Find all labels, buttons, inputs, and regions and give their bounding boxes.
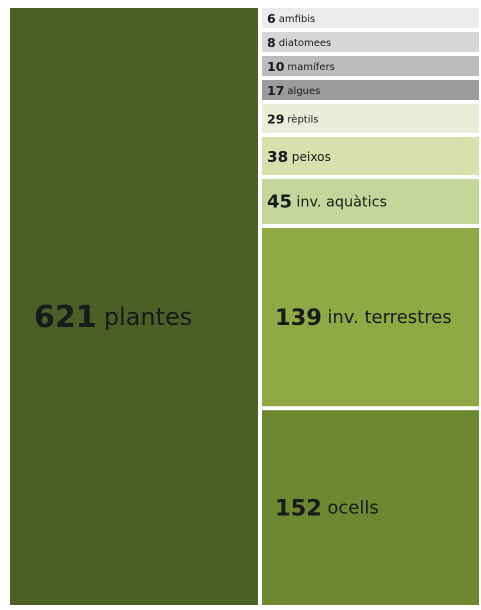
tile-name: amfibis [279, 14, 316, 25]
tile-value: 139 [275, 305, 322, 331]
tile-name: plantes [104, 303, 193, 331]
tile-name: ocells [327, 498, 378, 519]
tile-label: 38 peixos [267, 148, 331, 166]
tile-name: mamífers [287, 61, 334, 73]
tile-label: 6 amfibis [267, 11, 315, 26]
tile-name: diatomees [279, 38, 332, 49]
tile-label: 45 inv. aquàtics [267, 192, 387, 213]
tile [262, 8, 479, 28]
tile [262, 32, 479, 52]
tile-value: 45 [267, 192, 292, 213]
tile-label: 621 plantes [34, 300, 192, 335]
tile [262, 137, 479, 175]
tile [262, 56, 479, 76]
tile-label: 139 inv. terrestres [275, 305, 452, 331]
tile-value: 6 [267, 11, 276, 26]
tile [262, 228, 479, 407]
tile-value: 8 [267, 35, 276, 50]
tile-name: inv. terrestres [327, 307, 451, 328]
tile-value: 152 [275, 495, 322, 521]
tile-label: 17 algues [267, 83, 320, 98]
tile-value: 17 [267, 83, 284, 98]
tile-name: inv. aquàtics [296, 195, 387, 211]
tile-label: 8 diatomees [267, 35, 331, 50]
tile-label: 10 mamífers [267, 59, 335, 74]
tile-label: 29 rèptils [267, 111, 319, 126]
tile-name: rèptils [287, 114, 318, 126]
tile-value: 621 [34, 300, 97, 335]
tile-value: 10 [267, 59, 285, 74]
tile-value: 29 [267, 111, 284, 126]
tile-label: 152 ocells [275, 495, 379, 521]
tile [10, 8, 258, 605]
tile-value: 38 [267, 148, 288, 166]
tile-name: peixos [292, 150, 331, 164]
tile-name: algues [287, 86, 320, 97]
tile [262, 179, 479, 224]
tile [262, 410, 479, 605]
tile [262, 104, 479, 133]
tile [262, 80, 479, 100]
